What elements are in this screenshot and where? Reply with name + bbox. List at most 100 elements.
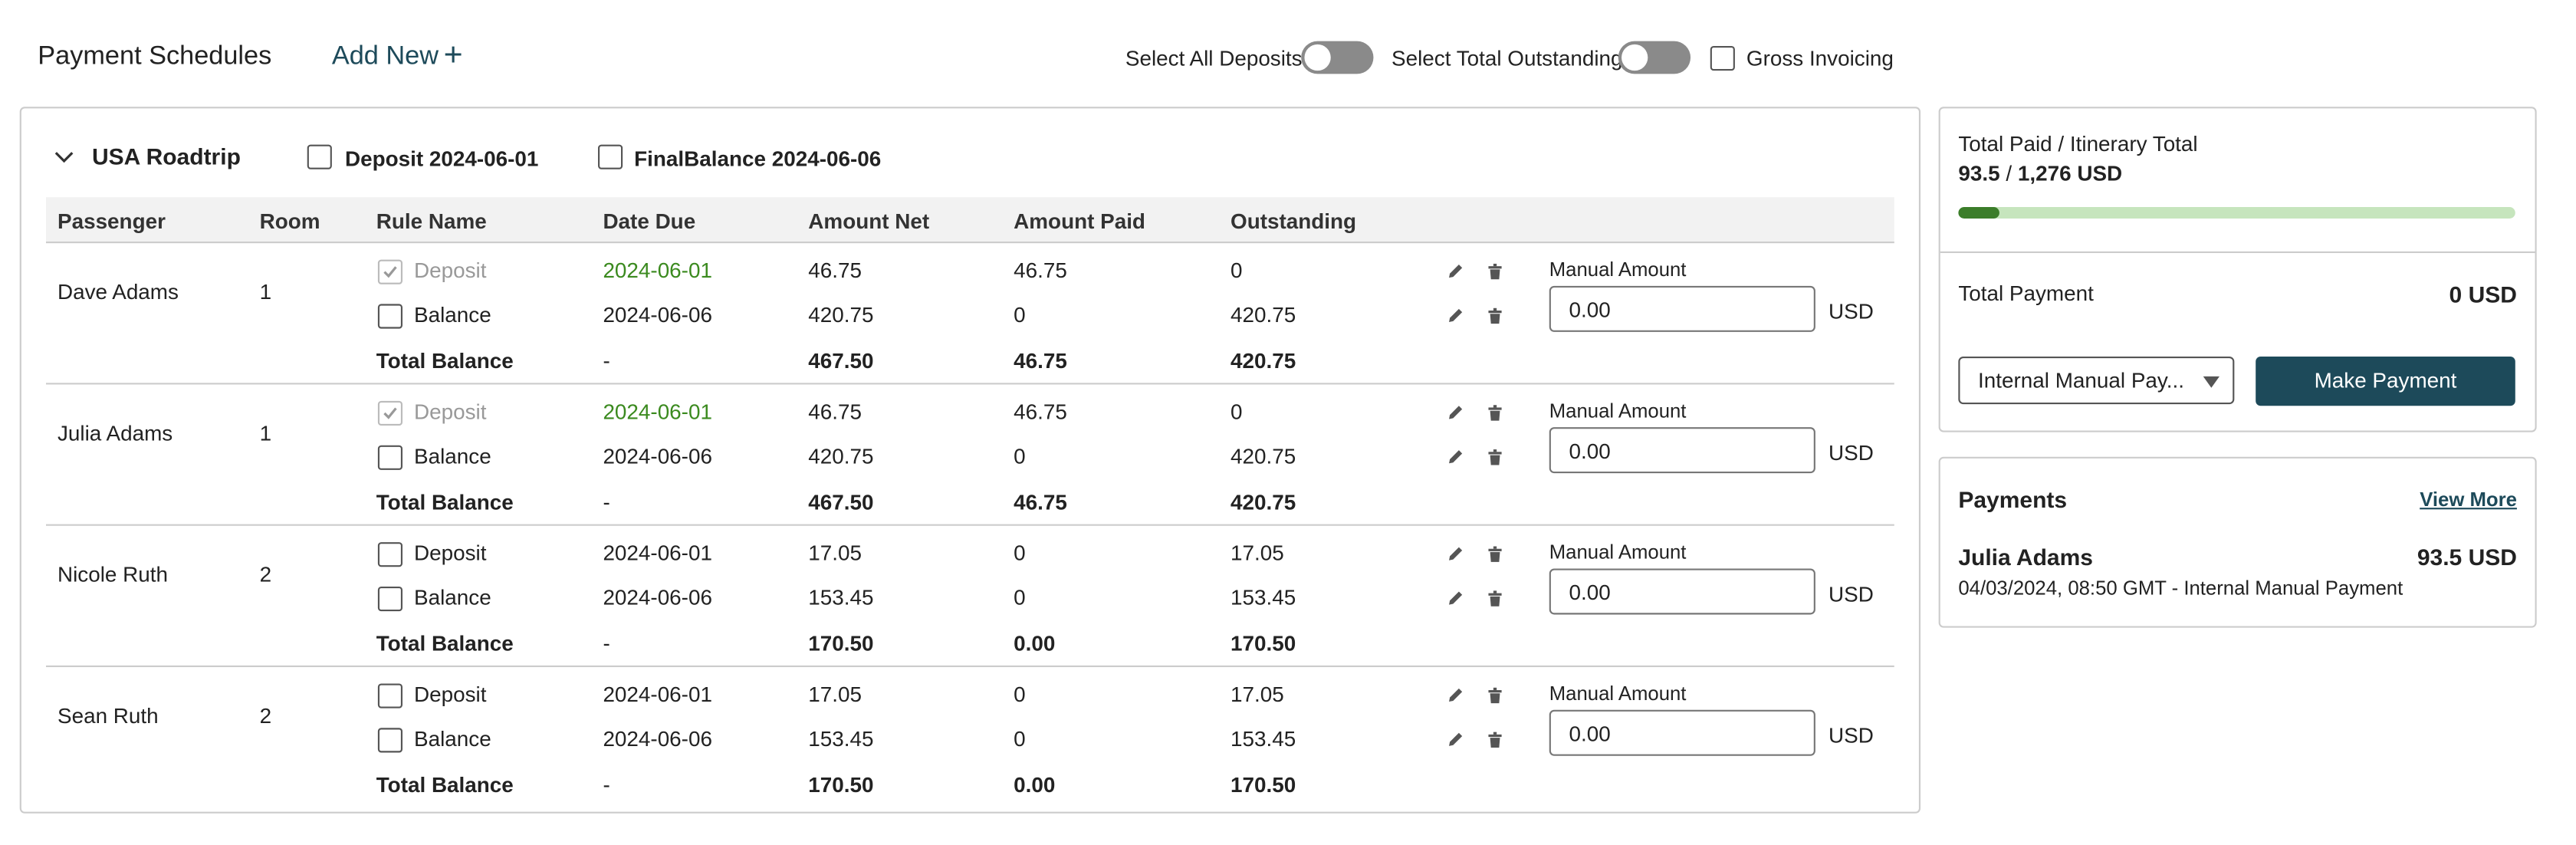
delete-icon[interactable] — [1485, 306, 1505, 326]
outstanding: 420.75 — [1230, 302, 1296, 327]
total-date: - — [603, 348, 610, 373]
delete-icon[interactable] — [1485, 403, 1505, 422]
date-due: 2024-06-01 — [603, 541, 712, 566]
payment-amount: 93.5 USD — [2417, 544, 2517, 570]
amount-net: 17.05 — [808, 541, 863, 566]
checkbox[interactable] — [307, 144, 332, 169]
room: 2 — [259, 561, 272, 587]
rule-name: Deposit — [414, 258, 487, 283]
trip-name: USA Roadtrip — [92, 143, 241, 169]
edit-icon[interactable] — [1446, 686, 1466, 705]
delete-icon[interactable] — [1485, 261, 1505, 281]
currency: USD — [1829, 581, 1874, 607]
check — [383, 407, 397, 419]
add-icon[interactable]: + — [443, 38, 463, 74]
currency: USD — [1829, 722, 1874, 748]
manual-input[interactable]: 0.00 — [1549, 427, 1815, 474]
checkbox — [377, 400, 403, 426]
amount-paid: 0 — [1014, 584, 1026, 610]
amount-net: 153.45 — [808, 584, 874, 610]
paid-total: 93.5 / 1,276 USD — [1958, 161, 2122, 186]
checkbox[interactable] — [377, 683, 403, 709]
amount-paid: 46.75 — [1014, 399, 1067, 424]
edit-icon[interactable] — [1446, 588, 1466, 608]
outstanding: 17.05 — [1230, 541, 1284, 566]
total-label: Total Balance — [376, 348, 514, 373]
passenger-name: Nicole Ruth — [58, 561, 169, 587]
total-paid: 46.75 — [1014, 489, 1067, 515]
delete-icon[interactable] — [1485, 447, 1505, 467]
total-payment-label: Total Payment — [1958, 281, 2094, 306]
rule-name: Deposit — [414, 541, 487, 566]
checkbox[interactable] — [377, 728, 403, 753]
page-title: Payment Schedules — [38, 42, 272, 71]
manual-input[interactable]: 0.00 — [1549, 285, 1815, 332]
manual-label: Manual Amount — [1549, 399, 1687, 422]
edit-icon[interactable] — [1446, 261, 1466, 281]
total-paid: 0.00 — [1014, 630, 1056, 656]
outstanding: 0 — [1230, 399, 1243, 424]
table-header — [46, 197, 1894, 244]
amount-net: 420.75 — [808, 302, 874, 327]
toggle[interactable] — [1301, 41, 1374, 74]
delete-icon[interactable] — [1485, 588, 1505, 608]
payments-panel: Payments View More Julia Adams 93.5 USD 04… — [1938, 456, 2537, 628]
date-due: 2024-06-06 — [603, 726, 712, 751]
delete-icon[interactable] — [1485, 686, 1505, 705]
add-new[interactable]: Add New — [331, 42, 439, 71]
rule-name: Deposit — [414, 399, 487, 424]
make-payment[interactable]: Make Payment — [2256, 357, 2515, 406]
room: 2 — [259, 703, 272, 728]
checkbox[interactable] — [377, 542, 403, 567]
payer-name: Julia Adams — [1958, 544, 2093, 570]
total-outstanding: 420.75 — [1230, 489, 1296, 515]
date-due: 2024-06-01 — [603, 682, 712, 707]
delete-icon[interactable] — [1485, 544, 1505, 564]
manual-input[interactable]: 0.00 — [1549, 568, 1815, 615]
method-select[interactable]: Internal Manual Pay... — [1958, 357, 2235, 405]
schedule-panel: USA Roadtrip Deposit 2024-06-01 FinalBal… — [19, 107, 1921, 814]
checkbox[interactable] — [377, 587, 403, 612]
payments-title: Payments — [1958, 486, 2068, 513]
total-label: Total Balance — [376, 772, 514, 797]
chevron[interactable] — [54, 151, 74, 164]
toggle[interactable] — [1618, 41, 1691, 74]
column-header: Outstanding — [1230, 209, 1357, 234]
filter-label: FinalBalance 2024-06-06 — [634, 146, 882, 171]
edit-icon[interactable] — [1446, 447, 1466, 467]
outstanding: 0 — [1230, 258, 1243, 283]
edit-icon[interactable] — [1446, 403, 1466, 422]
summary-label: Total Paid / Itinerary Total — [1958, 131, 2198, 156]
delete-icon[interactable] — [1485, 729, 1505, 749]
edit-icon[interactable] — [1446, 544, 1466, 564]
amount-paid: 0 — [1014, 682, 1026, 707]
outstanding: 153.45 — [1230, 584, 1296, 610]
rule-name: Deposit — [414, 682, 487, 707]
itinerary-total: 1,276 USD — [2017, 161, 2123, 186]
date-due: 2024-06-06 — [603, 584, 712, 610]
amount-net: 420.75 — [808, 443, 874, 469]
amount-paid: 0 — [1014, 302, 1026, 327]
total-outstanding: 170.50 — [1230, 772, 1296, 797]
total-net: 170.50 — [808, 772, 874, 797]
view-more[interactable]: View More — [2420, 488, 2517, 511]
checkbox-label: Gross Invoicing — [1746, 46, 1894, 71]
toggle-label: Select Total Outstanding — [1392, 46, 1623, 71]
checkbox[interactable] — [1710, 46, 1735, 71]
date-due: 2024-06-06 — [603, 443, 712, 469]
edit-icon[interactable] — [1446, 306, 1466, 326]
total-outstanding: 170.50 — [1230, 630, 1296, 656]
checkbox[interactable] — [377, 445, 403, 470]
total-payment: 0 USD — [2449, 281, 2517, 307]
checkbox[interactable] — [377, 304, 403, 329]
total-outstanding: 420.75 — [1230, 348, 1296, 373]
total-date: - — [603, 630, 610, 656]
amount-net: 46.75 — [808, 399, 863, 424]
edit-icon[interactable] — [1446, 729, 1466, 749]
date-due: 2024-06-06 — [603, 302, 712, 327]
manual-input[interactable]: 0.00 — [1549, 709, 1815, 756]
toggle-label: Select All Deposits — [1125, 46, 1303, 71]
checkbox[interactable] — [598, 144, 623, 169]
